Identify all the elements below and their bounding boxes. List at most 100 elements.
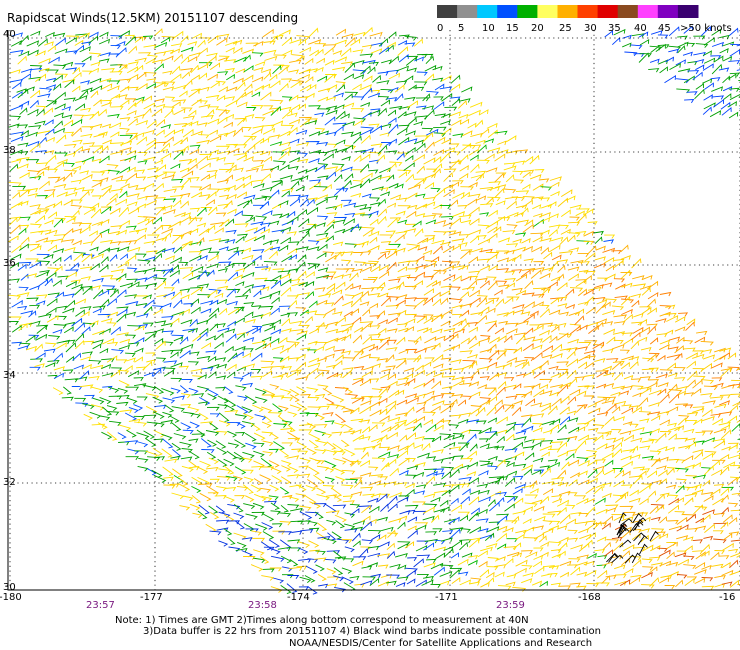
wind-barb xyxy=(468,270,481,276)
wind-barb xyxy=(126,149,137,156)
wind-barb xyxy=(693,504,704,515)
wind-barb xyxy=(678,312,689,317)
wind-barb xyxy=(145,58,155,65)
wind-barb xyxy=(29,99,39,109)
wind-barb xyxy=(263,49,277,55)
wind-barb xyxy=(488,264,498,272)
wind-barb xyxy=(65,36,77,45)
wind-barb xyxy=(414,81,428,86)
wind-barb xyxy=(261,366,274,371)
wind-barb xyxy=(262,322,275,327)
wind-barb xyxy=(241,537,253,542)
wind-barb xyxy=(126,73,139,81)
wind-barb xyxy=(197,86,210,92)
wind-barb xyxy=(476,297,488,308)
lat-label-30: 30 xyxy=(3,582,16,593)
wind-barb xyxy=(513,400,523,405)
wind-barb xyxy=(479,438,490,443)
wind-barb xyxy=(442,245,455,254)
wind-barb xyxy=(533,505,545,512)
wind-barb xyxy=(353,366,365,371)
wind-barb xyxy=(532,183,544,191)
wind-barb xyxy=(551,254,562,261)
wind-barb xyxy=(335,476,346,483)
wind-barb xyxy=(423,377,435,387)
wind-barb xyxy=(622,34,632,40)
wind-barb xyxy=(362,59,376,65)
wind-barb xyxy=(370,48,383,54)
wind-barb xyxy=(576,571,588,577)
wind-barb xyxy=(398,469,409,476)
wind-barb xyxy=(163,360,178,365)
wind-barb xyxy=(269,484,280,492)
wind-barb xyxy=(216,33,230,39)
wind-barb xyxy=(43,107,53,116)
wind-barb xyxy=(394,247,406,253)
wind-barb xyxy=(488,297,500,302)
wind-barb xyxy=(468,496,480,506)
wind-barb xyxy=(29,142,41,152)
wind-barb xyxy=(63,227,74,237)
wind-barb xyxy=(92,339,104,344)
wind-barb xyxy=(314,424,328,429)
wind-barb xyxy=(241,126,252,132)
wind-barb xyxy=(727,73,737,80)
wind-barb xyxy=(711,63,723,75)
contaminated-wind-barb xyxy=(619,518,633,526)
wind-barb xyxy=(542,488,554,495)
wind-barb xyxy=(525,398,535,407)
wind-barb xyxy=(550,549,562,554)
wind-barb xyxy=(561,461,570,470)
wind-barb xyxy=(289,559,299,567)
wind-barb xyxy=(701,543,710,552)
wind-barb xyxy=(458,264,469,271)
wind-barb xyxy=(619,505,634,510)
wind-barb xyxy=(353,479,363,488)
wind-barb xyxy=(550,384,564,389)
wind-barb xyxy=(531,365,542,372)
wind-barb xyxy=(368,424,378,433)
wind-barb xyxy=(628,423,639,428)
wind-barb xyxy=(316,236,329,242)
wind-barb xyxy=(83,413,93,421)
wind-barb xyxy=(313,66,324,73)
wind-barb xyxy=(387,454,400,459)
wind-barb xyxy=(713,428,727,434)
wind-barb xyxy=(126,201,138,207)
wind-barb xyxy=(488,181,502,186)
wind-barb xyxy=(584,340,598,345)
wind-barb xyxy=(584,385,595,390)
wind-barb xyxy=(368,260,380,265)
wind-barb xyxy=(577,470,588,477)
wind-barb xyxy=(721,581,733,586)
wind-barb xyxy=(260,556,270,564)
wind-barb xyxy=(595,508,608,515)
wind-barb xyxy=(342,179,352,189)
wind-barb xyxy=(398,34,410,39)
wind-barb xyxy=(529,154,540,165)
wind-barb xyxy=(341,484,354,490)
wind-barb xyxy=(172,99,187,104)
wind-barb xyxy=(200,206,213,211)
wind-barb xyxy=(162,171,177,176)
wind-barb xyxy=(432,65,443,71)
wind-barb xyxy=(511,196,525,202)
wind-barb xyxy=(261,513,275,522)
wind-barb xyxy=(361,425,370,434)
wind-barb xyxy=(325,205,338,211)
wind-barb xyxy=(424,336,437,344)
wind-barb xyxy=(541,334,552,343)
wind-barb xyxy=(513,179,525,184)
wind-barb xyxy=(88,230,98,237)
wind-barb xyxy=(252,284,266,290)
wind-barb xyxy=(386,431,398,440)
wind-barb xyxy=(476,420,487,425)
wind-barb xyxy=(345,294,356,300)
wind-barb xyxy=(281,465,291,472)
wind-barb xyxy=(457,418,469,424)
wind-barb xyxy=(435,552,446,560)
wind-barb xyxy=(731,423,740,432)
wind-barb xyxy=(556,506,567,516)
wind-barb xyxy=(281,78,293,83)
wind-barb xyxy=(174,149,186,154)
